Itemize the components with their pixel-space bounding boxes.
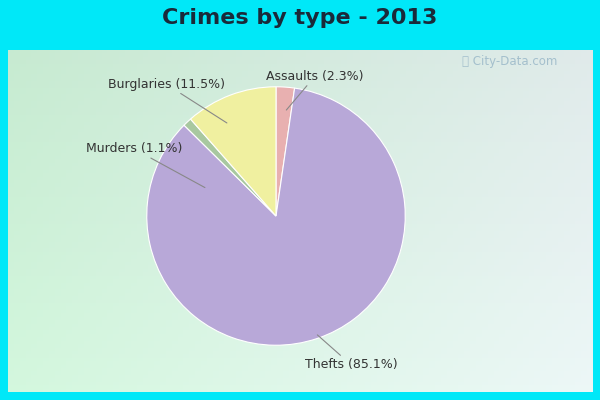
Wedge shape bbox=[276, 87, 295, 216]
Text: Murders (1.1%): Murders (1.1%) bbox=[86, 142, 205, 188]
Wedge shape bbox=[184, 119, 276, 216]
Text: Burglaries (11.5%): Burglaries (11.5%) bbox=[107, 78, 227, 123]
Text: Assaults (2.3%): Assaults (2.3%) bbox=[266, 70, 364, 110]
Wedge shape bbox=[147, 88, 405, 345]
Text: ⓘ City-Data.com: ⓘ City-Data.com bbox=[463, 56, 557, 68]
Text: Crimes by type - 2013: Crimes by type - 2013 bbox=[163, 8, 437, 28]
Text: Thefts (85.1%): Thefts (85.1%) bbox=[305, 335, 397, 371]
Wedge shape bbox=[191, 87, 276, 216]
